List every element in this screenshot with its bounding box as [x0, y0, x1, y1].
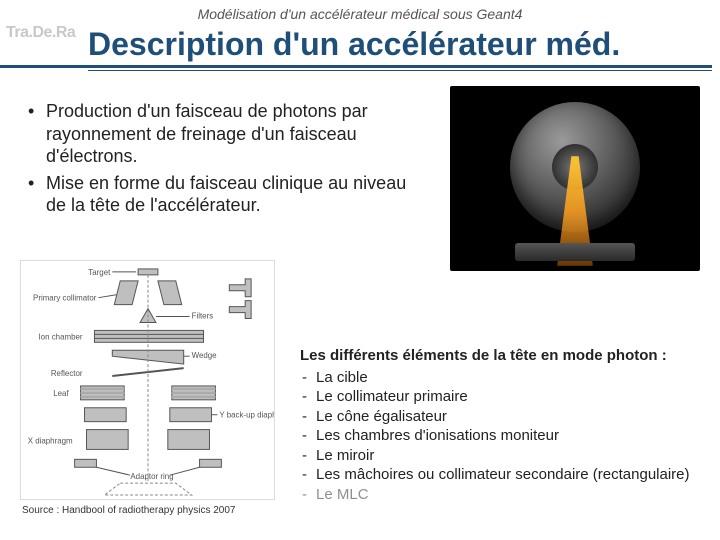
diagram-caption: Source : Handbool of radiotherapy physic… [22, 505, 235, 516]
element-item: Les mâchoires ou collimateur secondaire … [300, 465, 700, 485]
treatment-couch [515, 243, 635, 261]
lbl-filters: Filters [192, 312, 214, 321]
lbl-xdia: X diaphragm [28, 436, 73, 445]
element-item: Les chambres d'ionisations moniteur [300, 426, 700, 446]
element-item: La cible [300, 368, 700, 388]
element-item: Le miroir [300, 446, 700, 466]
element-item-cutoff: Le MLC [300, 485, 700, 505]
slide-root: Modélisation d'un accélérateur médical s… [0, 0, 720, 540]
lbl-ybackup: Y back-up diaphragm [219, 411, 274, 420]
logo-text: Tra.De.Ra [6, 24, 75, 42]
head-diagram: Target Primary collimator Filters Ion ch… [20, 260, 275, 500]
lbl-target: Target [88, 268, 111, 277]
elements-title: Les différents éléments de la tête en mo… [300, 346, 700, 366]
slide-title: Description d'un accélérateur méd. [0, 22, 712, 68]
element-item: Le cône égalisateur [300, 407, 700, 427]
linac-photo-inner [450, 86, 700, 271]
lbl-ion-chamber: Ion chamber [38, 332, 82, 341]
lbl-wedge: Wedge [192, 351, 218, 360]
lbl-primary-coll: Primary collimator [33, 294, 97, 303]
title-underline [88, 70, 712, 71]
elements-block: Les différents éléments de la tête en mo… [300, 346, 700, 504]
diagram-svg: Target Primary collimator Filters Ion ch… [21, 261, 274, 499]
lbl-adaptor: Adaptor ring [130, 472, 173, 481]
main-bullets: Production d'un faisceau de photons par … [28, 100, 428, 221]
bullet-item: Production d'un faisceau de photons par … [28, 100, 428, 168]
linac-photo [450, 86, 700, 271]
bullet-item: Mise en forme du faisceau clinique au ni… [28, 172, 428, 217]
lbl-leaf: Leaf [53, 389, 69, 398]
element-item: Le collimateur primaire [300, 387, 700, 407]
lbl-reflector: Reflector [51, 369, 83, 378]
elements-list: La cible Le collimateur primaire Le cône… [300, 368, 700, 505]
context-line: Modélisation d'un accélérateur médical s… [0, 0, 720, 22]
